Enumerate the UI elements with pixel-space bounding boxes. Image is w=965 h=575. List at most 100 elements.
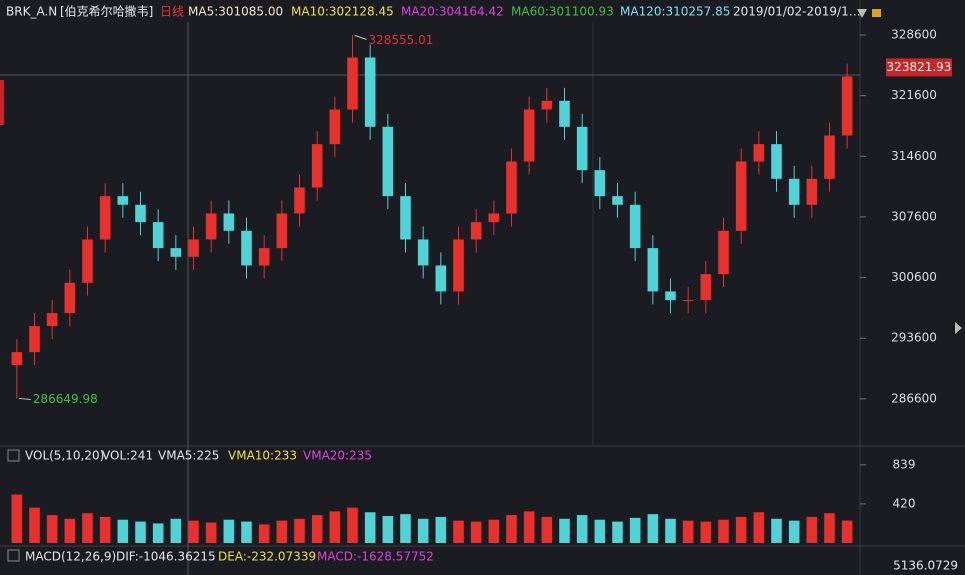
candle-body — [46, 313, 58, 327]
candle-body — [718, 230, 729, 275]
scroll-arrow[interactable] — [955, 322, 962, 334]
volume-bar — [135, 521, 146, 543]
candle-body — [735, 161, 747, 231]
symbol: BRK_A.N — [6, 5, 57, 19]
candle-body — [311, 144, 323, 188]
help-icon[interactable] — [7, 549, 20, 562]
volume-bar — [841, 520, 853, 543]
candle-body — [523, 109, 535, 162]
candle-body — [576, 126, 588, 171]
candle-body — [700, 274, 712, 301]
candle-body — [417, 239, 429, 266]
volume-bar — [276, 520, 288, 543]
y-tick-label: 314600 — [891, 149, 937, 163]
volume-bar — [700, 521, 712, 543]
period: 日线 — [160, 5, 184, 19]
macd-value: MACD:-1628.57752 — [317, 550, 434, 564]
volume-bar — [453, 520, 464, 543]
candle-body — [682, 300, 694, 302]
y-tick-label: 286600 — [891, 391, 937, 405]
candle-body — [488, 213, 500, 223]
candle-body — [629, 204, 641, 249]
volume-bar — [612, 521, 623, 543]
side-tab — [0, 80, 4, 125]
candle-body — [541, 100, 553, 110]
candle-body — [665, 291, 676, 301]
volume-bar — [735, 516, 747, 543]
annotation-arrow — [18, 397, 31, 400]
volume-bar — [523, 511, 535, 543]
volume-bar — [29, 507, 40, 543]
candle-body — [806, 178, 818, 205]
volume-bar — [417, 518, 429, 543]
candle-body — [188, 239, 199, 257]
volume-bar — [329, 511, 341, 543]
ma120: MA120:310257.85 — [620, 5, 730, 19]
candle-body — [99, 196, 111, 240]
ma20: MA20:304164.42 — [401, 5, 504, 19]
dropdown[interactable] — [857, 9, 867, 18]
candle-body — [647, 248, 659, 292]
vol-label: VOL(5,10,20) — [25, 449, 104, 463]
ma10: MA10:302128.45 — [291, 5, 394, 19]
candle-body — [841, 76, 853, 136]
volume-bar — [470, 521, 482, 543]
volume-bar — [824, 513, 835, 543]
volume-bar — [64, 518, 76, 543]
candle-body — [258, 248, 270, 266]
volume-bar — [364, 512, 376, 543]
y-tick-label: 328600 — [891, 27, 937, 41]
ma5: MA5:301085.00 — [188, 5, 283, 19]
volume-bar — [117, 519, 129, 543]
dif: DIF:-1046.36215 — [116, 550, 216, 564]
vol-value: VOL:241 — [102, 449, 153, 463]
vol-tick-label: 839 — [893, 457, 916, 471]
vma10: VMA10:233 — [228, 449, 297, 463]
volume-bar — [152, 523, 164, 543]
candle-body — [241, 230, 252, 266]
lock-icon[interactable] — [872, 9, 881, 17]
candle-body — [329, 109, 341, 145]
vma20: VMA20:235 — [303, 449, 372, 463]
macd-label: MACD(12,26,9) — [25, 550, 116, 564]
volume-bar — [506, 515, 517, 543]
volume-bar — [311, 515, 323, 543]
volume-bar — [241, 521, 252, 543]
candle-body — [276, 213, 288, 249]
volume-bar — [205, 522, 217, 543]
candle-body — [294, 187, 305, 214]
candle-body — [753, 144, 765, 162]
date-range: 2019/01/02-2019/1… — [733, 5, 861, 19]
volume-bar — [170, 518, 182, 543]
candle-body — [612, 196, 623, 205]
volume-bar — [223, 519, 235, 543]
y-tick-label: 293600 — [891, 331, 937, 345]
candle-body — [152, 222, 164, 249]
candle-body — [11, 352, 23, 366]
candle-body — [223, 213, 235, 231]
macd-axis-label: 5136.0729 — [893, 559, 958, 573]
help-icon[interactable] — [7, 449, 20, 462]
price-tag: 323821.93 — [887, 60, 952, 74]
candle-body — [64, 282, 76, 314]
volume-bar — [647, 514, 659, 543]
candle-body — [347, 57, 358, 110]
dea: DEA:-232.07339 — [218, 550, 316, 564]
candle-body — [29, 326, 40, 353]
candle-body — [382, 126, 394, 197]
volume-bar — [682, 520, 694, 543]
volume-bar — [382, 515, 394, 543]
volume-bar — [576, 515, 588, 543]
candle-body — [82, 239, 93, 283]
volume-bar — [258, 524, 270, 543]
volume-bar — [400, 514, 411, 543]
volume-bar — [541, 516, 553, 543]
volume-bar — [559, 518, 570, 543]
y-tick-label: 321600 — [891, 88, 937, 102]
candle-body — [135, 204, 146, 223]
candle-body — [453, 239, 464, 292]
price-tag-bg — [886, 58, 952, 77]
volume-bar — [488, 519, 500, 543]
